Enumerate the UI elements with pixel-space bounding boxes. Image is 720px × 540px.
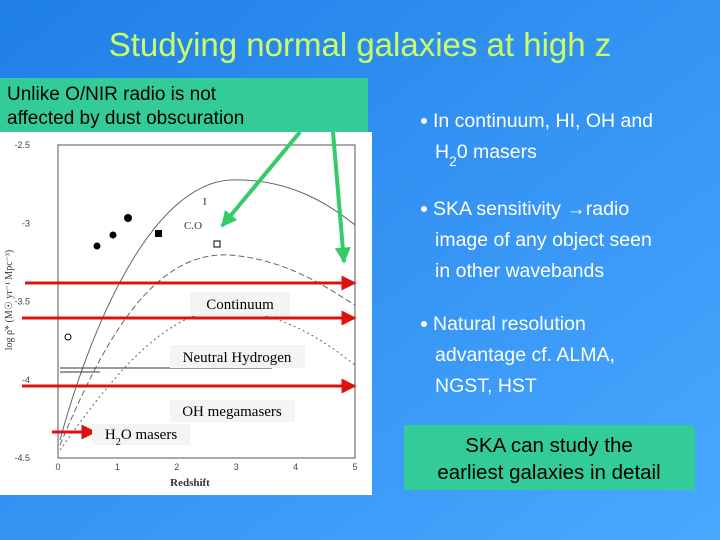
text-segment: Neutral Hydrogen — [183, 350, 292, 366]
band-label-box — [190, 292, 290, 316]
text-segment: image of any object seen — [435, 229, 652, 251]
x-tick-label: 2 — [174, 462, 179, 472]
y-tick-label: -4 — [22, 375, 30, 385]
plot-points — [60, 214, 272, 373]
y-axis-label: log ρ̇* (M☉ yr⁻¹ Mpc⁻³) — [4, 250, 15, 351]
bullet-text: In continuum, HI, OH and — [433, 110, 653, 132]
band-label-box — [92, 424, 190, 445]
text-segment: OH megamasers — [182, 404, 282, 420]
x-tick-label: 5 — [352, 462, 357, 472]
x-axis-label: Redshift — [170, 477, 210, 489]
bullet-dot — [421, 206, 427, 212]
callout-text: affected by dust obscuration — [7, 108, 244, 129]
text-segment: Natural resolution — [433, 313, 586, 335]
x-tick-label: 3 — [234, 462, 239, 472]
x-tick-label: 4 — [293, 462, 298, 472]
text-segment: O masers — [121, 427, 177, 443]
text-segment: 0 masers — [457, 141, 537, 163]
bullet-dot — [421, 321, 427, 327]
callout-text: Unlike O/NIR radio is not — [7, 84, 217, 105]
text-segment: H — [435, 141, 449, 163]
bullet-text: NGST, HST — [435, 375, 537, 397]
y-tick-label: -3.5 — [14, 297, 30, 307]
text-segment: In continuum, HI, OH and — [433, 110, 653, 132]
y-tick-label: -2.5 — [14, 140, 30, 150]
band-label: Continuum — [206, 297, 274, 313]
text-segment: Continuum — [206, 297, 274, 313]
text-segment: SKA sensitivity →radio — [433, 198, 629, 220]
y-tick-label: -3 — [22, 218, 30, 228]
text-segment: 2 — [449, 154, 457, 169]
x-tick-label: 1 — [115, 462, 120, 472]
band-label: Neutral Hydrogen — [183, 350, 292, 366]
bullet-text: image of any object seen — [435, 229, 652, 251]
text-segment: NGST, HST — [435, 375, 537, 397]
bullet-text: H20 masers — [435, 141, 537, 169]
band-label-box — [170, 400, 295, 422]
plot-annotation: C.O — [184, 220, 202, 232]
bullet-text: advantage cf. ALMA, — [435, 344, 615, 366]
band-label: OH megamasers — [182, 404, 282, 420]
pointer-arrow — [331, 131, 351, 264]
callout-box — [0, 78, 368, 132]
y-tick-label: -4.5 — [14, 453, 30, 463]
band-label: H2O masers — [105, 427, 177, 448]
text-segment: H — [105, 427, 116, 443]
conclusion-text: earliest galaxies in detail — [437, 461, 660, 484]
band-label-box — [170, 345, 305, 368]
bullet-text: in other wavebands — [435, 260, 604, 282]
slide-title: Studying normal galaxies at high z — [109, 26, 612, 63]
pointer-arrow — [220, 130, 302, 228]
bullet-dot — [421, 118, 427, 124]
conclusion-box — [404, 425, 695, 490]
x-tick-label: 0 — [55, 462, 60, 472]
text-segment: advantage cf. ALMA, — [435, 344, 615, 366]
text-segment: in other wavebands — [435, 260, 604, 282]
text-segment: 2 — [116, 437, 121, 448]
plot-annotation: I — [203, 196, 207, 208]
bullet-text: Natural resolution — [433, 313, 586, 335]
conclusion-text: SKA can study the — [465, 434, 633, 457]
bullet-text: SKA sensitivity →radio — [433, 198, 629, 220]
plot-frame — [57, 144, 356, 459]
